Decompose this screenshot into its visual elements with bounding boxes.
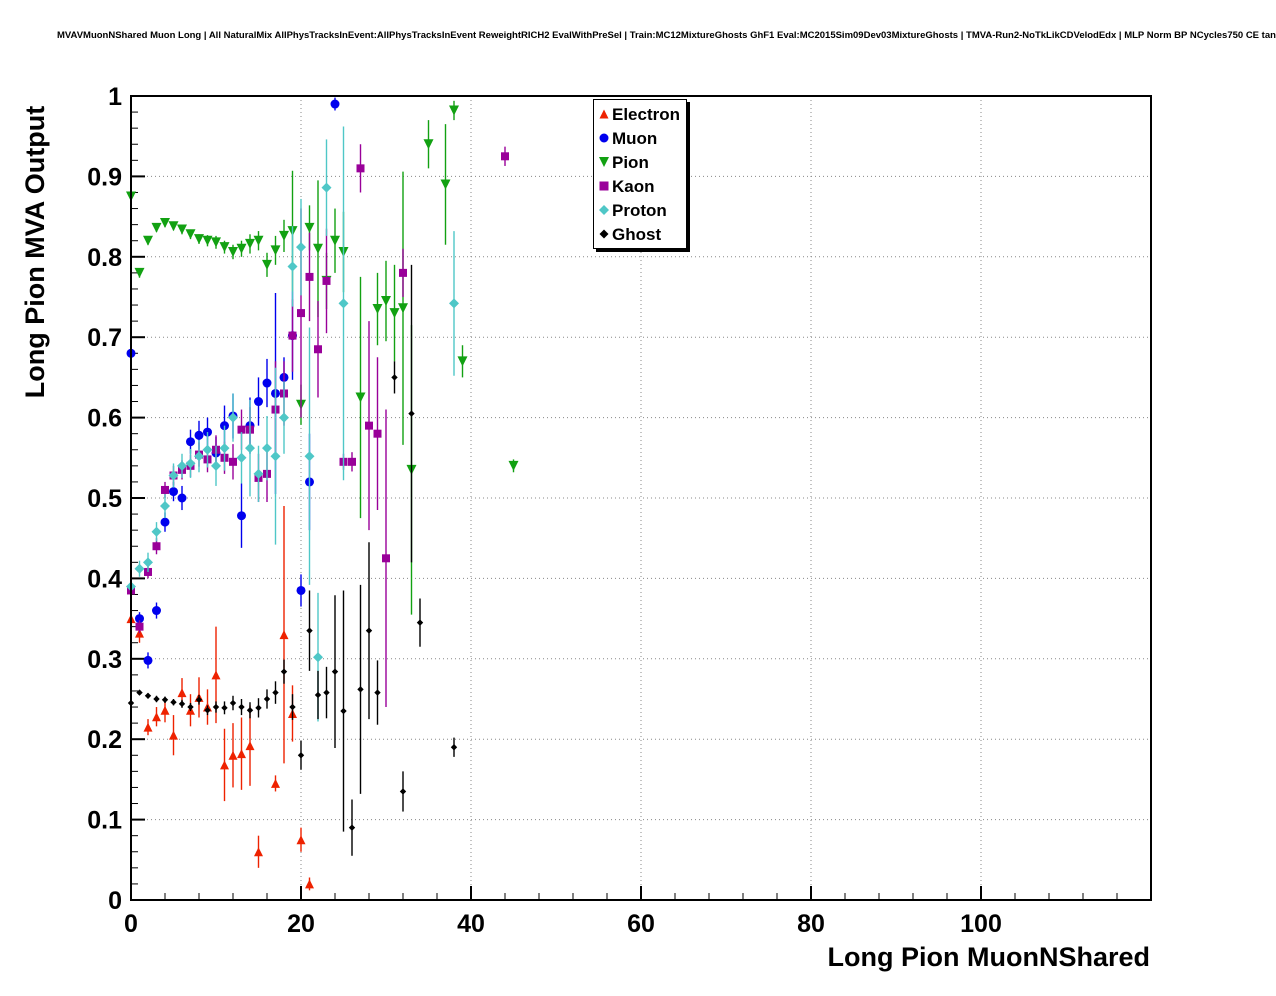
y-tick-label: 1 (108, 83, 122, 111)
y-tick-label: 0 (108, 887, 122, 915)
y-tick-label: 0.9 (87, 163, 122, 191)
series-proton (126, 126, 459, 722)
y-axis-title: Long Pion MVA Output (20, 106, 50, 398)
legend: Electron Muon Pion Kaon Proton Ghost (593, 99, 687, 249)
x-tick-label: 100 (960, 910, 1002, 938)
square-marker-icon (599, 181, 609, 191)
legend-label: Muon (612, 128, 658, 148)
legend-item-proton: Proton (594, 198, 686, 222)
diamond-marker-icon (599, 205, 609, 215)
triangle-up-marker-icon (599, 109, 609, 119)
legend-label: Proton (612, 200, 667, 220)
y-tick-label: 0.8 (87, 244, 122, 272)
legend-item-ghost: Ghost (594, 222, 686, 246)
y-tick-label: 0.1 (87, 807, 122, 835)
plot-header-title: MVAVMuonNShared Muon Long | All NaturalM… (57, 30, 1276, 41)
triangle-down-marker-icon (599, 157, 609, 167)
legend-label: Kaon (612, 176, 655, 196)
plot-frame (130, 95, 1152, 901)
legend-item-electron: Electron (594, 102, 686, 126)
circle-marker-icon (599, 133, 609, 143)
x-tick-label: 60 (627, 910, 655, 938)
y-tick-label: 0.6 (87, 405, 122, 433)
x-tick-label: 20 (287, 910, 315, 938)
series-pion (126, 100, 519, 615)
legend-label: Pion (612, 152, 649, 172)
y-tick-label: 0.5 (87, 485, 122, 513)
y-tick-label: 0.2 (87, 726, 122, 754)
legend-item-pion: Pion (594, 150, 686, 174)
x-tick-label: 40 (457, 910, 485, 938)
legend-label: Ghost (612, 224, 662, 244)
x-tick-label: 0 (124, 910, 138, 938)
series-muon (126, 97, 340, 669)
x-tick-label: 80 (797, 910, 825, 938)
tick-labels: 0 20 40 60 80 100 0 0.1 0.2 0.3 0.4 0.5 0.6 0.7 0.8 0.9… (87, 83, 1002, 938)
x-axis-title: Long Pion MuonNShared (828, 942, 1150, 972)
plot-layer: 0 20 40 60 80 100 0 0.1 0.2 0.3 0.4 0.5 0.6 0.7 0.8 0.9… (87, 83, 1152, 938)
diamond-marker-icon (599, 229, 609, 239)
legend-item-muon: Muon (594, 126, 686, 150)
series-ghost (127, 264, 458, 856)
legend-item-kaon: Kaon (594, 174, 686, 198)
y-tick-label: 0.4 (87, 565, 122, 593)
y-tick-label: 0.7 (87, 324, 122, 352)
legend-label: Electron (612, 104, 681, 124)
y-tick-label: 0.3 (87, 646, 122, 674)
